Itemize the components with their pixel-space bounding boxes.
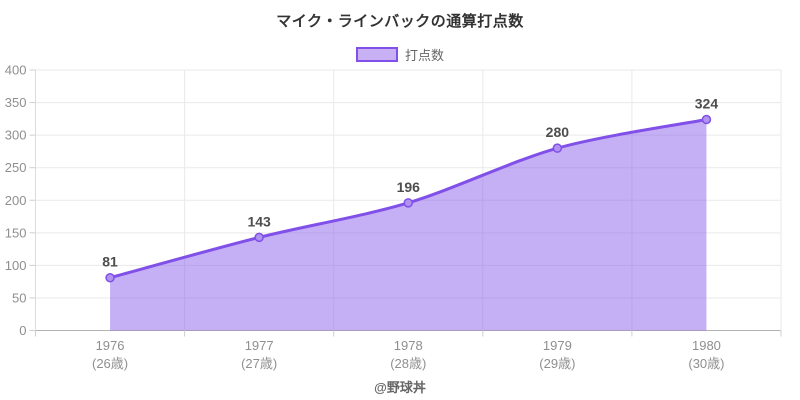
data-point-marker[interactable] xyxy=(254,232,264,243)
area-fill xyxy=(110,119,707,331)
data-point-label: 324 xyxy=(695,95,719,111)
x-axis-label-age: (28歳) xyxy=(390,356,426,371)
x-axis-label-year: 1980 xyxy=(692,338,721,353)
y-axis-tick-label: 0 xyxy=(19,323,26,338)
y-axis-tick-label: 50 xyxy=(12,290,26,305)
x-axis-label-year: 1976 xyxy=(96,338,125,353)
x-axis-label-year: 1979 xyxy=(543,338,572,353)
x-axis-label-year: 1978 xyxy=(394,338,423,353)
data-point-label: 81 xyxy=(102,254,118,270)
chart-title: マイク・ラインバックの通算打点数 xyxy=(276,13,524,30)
y-axis-tick-label: 300 xyxy=(5,128,27,143)
data-point-label: 143 xyxy=(247,213,271,229)
y-axis-tick-label: 250 xyxy=(5,160,27,175)
data-point-marker[interactable] xyxy=(701,114,712,125)
legend-swatch-icon xyxy=(355,46,398,62)
y-axis-tick-label: 100 xyxy=(5,258,27,273)
data-point-marker[interactable] xyxy=(403,198,413,208)
data-point-marker[interactable] xyxy=(105,272,115,283)
x-axis-label-age: (26歳) xyxy=(92,356,128,371)
data-point-label: 280 xyxy=(546,124,570,140)
x-axis-label-age: (27歳) xyxy=(241,356,277,371)
footer-credit: @野球丼 xyxy=(374,380,426,395)
data-point-label: 196 xyxy=(397,179,421,195)
x-axis-label-year: 1977 xyxy=(245,338,274,353)
x-axis-label-age: (29歳) xyxy=(539,356,575,371)
legend-item-rbi[interactable]: 打点数 xyxy=(355,45,444,64)
y-axis-tick-label: 400 xyxy=(5,63,27,78)
legend-item-label: 打点数 xyxy=(404,47,444,63)
y-axis-tick-label: 150 xyxy=(5,225,27,240)
y-axis-tick-label: 200 xyxy=(5,193,27,208)
data-point-marker[interactable] xyxy=(552,143,563,153)
y-axis-tick-label: 350 xyxy=(5,95,27,110)
legend: 打点数 xyxy=(0,45,800,64)
x-axis-label-age: (30歳) xyxy=(688,356,724,371)
